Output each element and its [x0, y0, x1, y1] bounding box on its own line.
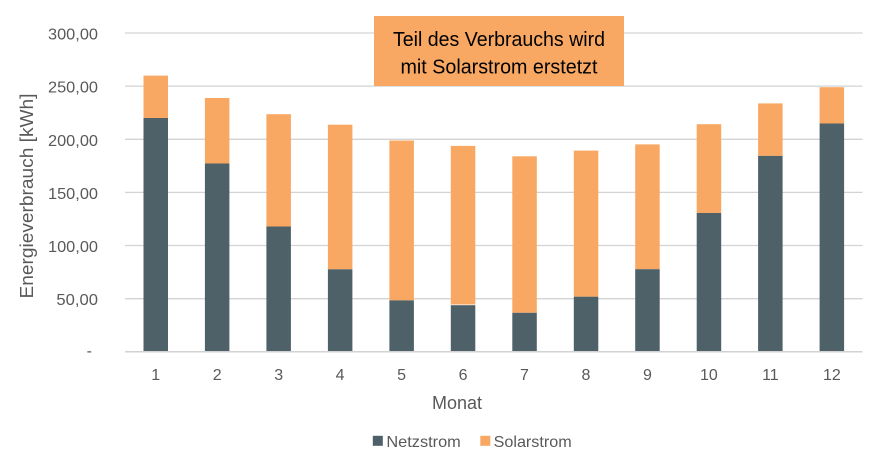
- svg-text:2: 2: [213, 367, 222, 384]
- svg-text:9: 9: [643, 367, 652, 384]
- svg-text:11: 11: [762, 367, 779, 384]
- svg-text:250,00: 250,00: [48, 80, 98, 97]
- svg-text:3: 3: [274, 367, 283, 384]
- svg-text:Energieverbrauch [kWh]: Energieverbrauch [kWh]: [17, 94, 37, 299]
- svg-text:5: 5: [397, 367, 406, 384]
- svg-text:10: 10: [700, 367, 718, 384]
- svg-text:100,00: 100,00: [48, 239, 98, 256]
- svg-text:200,00: 200,00: [48, 133, 98, 150]
- svg-text:Solarstrom: Solarstrom: [494, 434, 572, 451]
- svg-text:8: 8: [582, 367, 591, 384]
- svg-text:300,00: 300,00: [48, 27, 98, 44]
- svg-text:mit Solarstrom erstetzt: mit Solarstrom erstetzt: [401, 56, 598, 78]
- svg-text:Monat: Monat: [432, 393, 482, 413]
- svg-text:6: 6: [459, 367, 468, 384]
- svg-text:1: 1: [151, 367, 160, 384]
- svg-text:Netzstrom: Netzstrom: [386, 434, 460, 451]
- svg-text:4: 4: [336, 367, 345, 384]
- svg-text:150,00: 150,00: [48, 186, 98, 203]
- svg-text:7: 7: [520, 367, 529, 384]
- svg-text:50,00: 50,00: [56, 292, 98, 309]
- svg-text:12: 12: [823, 367, 841, 384]
- svg-text:Teil des Verbrauchs wird: Teil des Verbrauchs wird: [393, 29, 605, 51]
- svg-text:-: -: [87, 343, 92, 360]
